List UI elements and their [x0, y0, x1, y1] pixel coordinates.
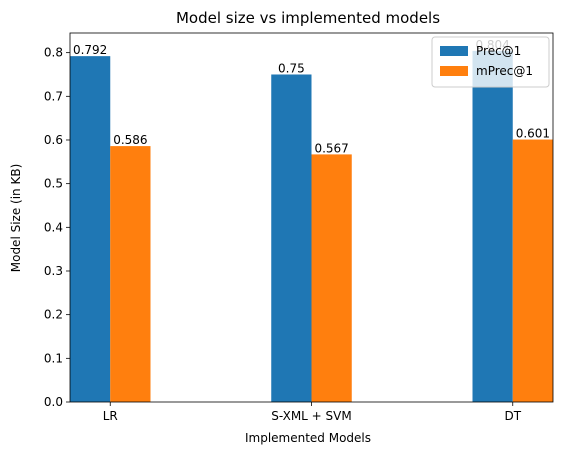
data-label: 0.586	[113, 133, 147, 147]
legend-swatch-mprec-1	[440, 66, 468, 76]
y-tick-label: 0.5	[44, 177, 63, 191]
plot-area: 0.7920.750.8040.5860.5670.6010.00.10.20.…	[44, 32, 554, 423]
y-tick-label: 0.3	[44, 264, 63, 278]
bar-mprec-1-0	[110, 146, 151, 402]
legend: Prec@1 mPrec@1	[431, 36, 550, 88]
data-label: 0.792	[73, 43, 107, 57]
x-tick-label: DT	[504, 409, 521, 423]
y-tick-label: 0.1	[44, 351, 63, 365]
bar-mprec-1-2	[512, 139, 553, 402]
data-label: 0.567	[314, 141, 348, 155]
x-axis-label: Implemented Models	[245, 431, 371, 445]
data-label: 0.601	[516, 127, 550, 141]
y-axis-label: Model Size (in KB)	[9, 164, 23, 273]
x-tick-label: S-XML + SVM	[271, 409, 351, 423]
legend-swatch-prec-1	[440, 46, 468, 56]
data-label: 0.75	[278, 61, 305, 75]
bar-mprec-1-1	[311, 154, 352, 402]
chart-title: Model size vs implemented models	[176, 9, 440, 27]
bar-prec-1-1	[271, 74, 312, 403]
bar-prec-1-2	[472, 50, 513, 402]
x-tick-label: LR	[103, 409, 118, 423]
y-tick-label: 0.2	[44, 308, 63, 322]
y-tick-label: 0.8	[44, 46, 63, 60]
bar-prec-1-0	[70, 56, 111, 402]
legend-label-mprec-1: mPrec@1	[476, 64, 533, 78]
y-tick-label: 0.4	[44, 220, 63, 234]
y-tick-label: 0.7	[44, 89, 63, 103]
y-tick-label: 0.6	[44, 133, 63, 147]
y-tick-label: 0.0	[44, 395, 63, 409]
legend-label-prec-1: Prec@1	[476, 44, 521, 58]
